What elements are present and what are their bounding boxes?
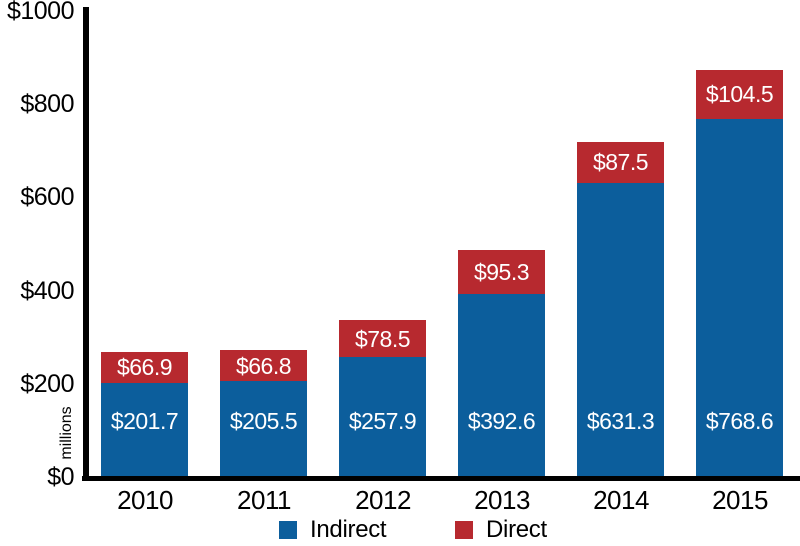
y-axis-tick-label: $600 [20, 183, 74, 212]
y-axis-tick-label: $1000 [6, 0, 75, 25]
bar-direct-2010 [101, 351, 188, 383]
bar-indirect-2015 [696, 118, 783, 477]
bar-direct-2013 [458, 249, 545, 295]
bar-indirect-2010 [101, 383, 188, 477]
bar-value-direct-2013: $95.3 [473, 258, 530, 285]
x-axis-label-2014: 2014 [593, 485, 649, 515]
x-axis-line [82, 476, 800, 481]
y-axis-tick-label: $800 [20, 90, 74, 119]
bar-indirect-2013 [458, 294, 545, 477]
legend-label-indirect: Indirect [310, 516, 387, 543]
bar-direct-2015 [696, 70, 783, 119]
y-axis-title: millions [58, 406, 75, 460]
bar-value-indirect-2013: $392.6 [467, 408, 536, 434]
x-axis-label-2012: 2012 [355, 485, 411, 515]
bar-value-direct-2011: $66.8 [235, 352, 292, 379]
bar-value-direct-2014: $87.5 [592, 149, 649, 176]
y-axis-tick-label: $200 [20, 369, 74, 398]
bar-indirect-2014 [577, 182, 664, 477]
x-axis-label-2011: 2011 [237, 485, 291, 515]
bar-indirect-2012 [339, 356, 426, 477]
bar-value-direct-2010: $66.9 [116, 354, 173, 381]
bar-value-direct-2012: $78.5 [354, 325, 411, 352]
x-axis-label-2010: 2010 [117, 485, 173, 515]
x-axis-label-2015: 2015 [712, 485, 768, 515]
bar-direct-2012 [339, 320, 426, 357]
bar-value-indirect-2010: $201.7 [110, 408, 179, 434]
legend-label-direct: Direct [486, 516, 547, 543]
bar-value-indirect-2011: $205.5 [229, 408, 298, 434]
bar-indirect-2011 [220, 381, 307, 477]
bar-direct-2011 [220, 350, 307, 382]
y-axis-tick-label: $0 [47, 463, 74, 491]
y-axis-tick-label: $400 [20, 276, 74, 305]
x-axis-label-2013: 2013 [474, 485, 530, 515]
bar-value-indirect-2014: $631.3 [586, 408, 655, 434]
bar-value-indirect-2012: $257.9 [348, 408, 417, 434]
bar-value-indirect-2015: $768.6 [705, 408, 774, 434]
bar-direct-2014 [577, 142, 664, 183]
bar-value-direct-2015: $104.5 [705, 81, 774, 108]
legend-swatch-indirect [279, 521, 297, 539]
legend-item-indirect: Indirect [279, 516, 387, 543]
legend-swatch-direct [455, 521, 473, 539]
legend-item-direct: Direct [455, 516, 547, 543]
y-axis-line [83, 7, 89, 481]
